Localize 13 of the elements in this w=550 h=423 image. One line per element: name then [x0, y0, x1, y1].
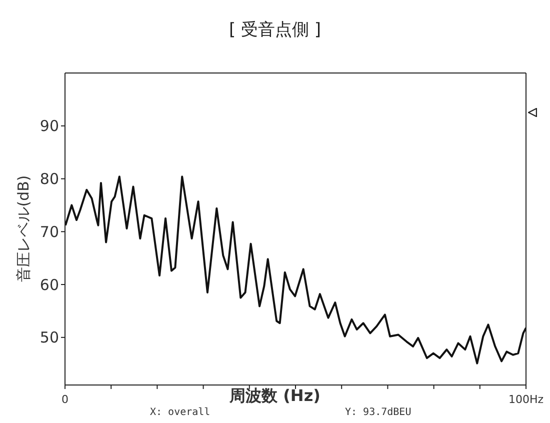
x-tick-label: 0 — [62, 393, 68, 406]
x-axis-title: 周波数 (Hz) — [230, 386, 320, 405]
chart-title: [ 受音点側 ] — [228, 19, 322, 41]
text: Y: 93.7dBEU — [345, 407, 412, 418]
line-series — [65, 176, 526, 364]
x-tick-label: 100Hz — [508, 393, 544, 406]
y-tick-label: 60 — [40, 276, 59, 294]
y-tick-label: 50 — [40, 328, 59, 347]
text: X: overall — [150, 407, 210, 418]
y-tick-label: 90 — [40, 117, 59, 136]
y-axis-title: 音圧レベル(dB) — [14, 174, 34, 284]
y-tick-label: 70 — [40, 222, 59, 241]
y-tick-label: 80 — [40, 170, 59, 188]
